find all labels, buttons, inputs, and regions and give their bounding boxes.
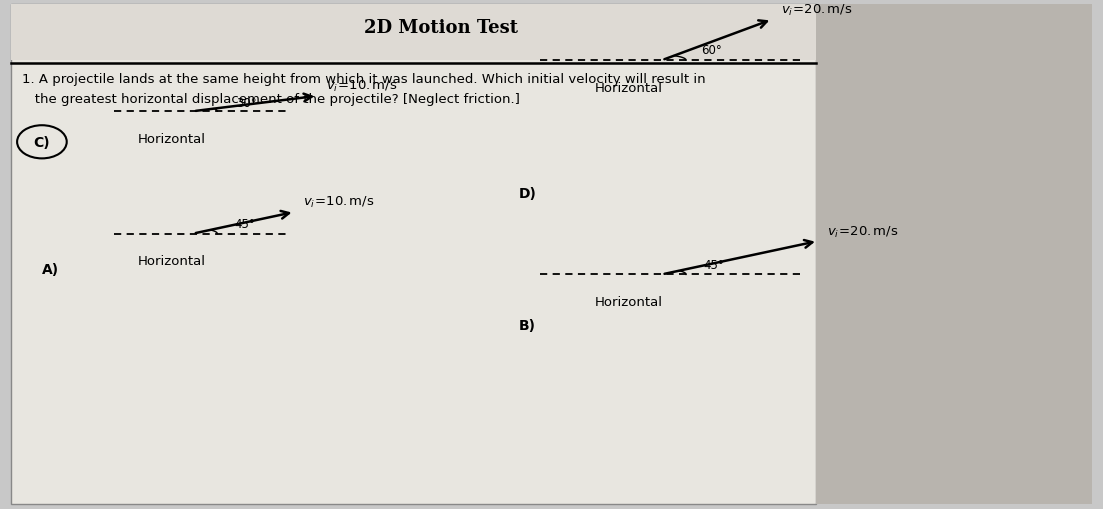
Text: Horizontal: Horizontal [138,254,205,267]
Text: A): A) [42,263,60,277]
Text: 60°: 60° [702,44,722,57]
FancyBboxPatch shape [11,5,816,504]
Text: $v_i\!=\!$10.$\,$m/s: $v_i\!=\!$10.$\,$m/s [303,195,375,210]
Text: D): D) [518,186,536,201]
Text: $v_i\!=\!$20.$\,$m/s: $v_i\!=\!$20.$\,$m/s [781,3,853,18]
Text: 1. A projectile lands at the same height from which it was launched. Which initi: 1. A projectile lands at the same height… [22,72,706,86]
Text: 45°: 45° [235,218,255,231]
Text: C): C) [33,135,51,150]
FancyBboxPatch shape [816,5,1092,504]
Text: B): B) [518,319,535,333]
FancyBboxPatch shape [11,5,816,61]
Text: $v_i\!=\!$20.$\,$m/s: $v_i\!=\!$20.$\,$m/s [826,224,898,239]
Text: 30°: 30° [236,97,257,110]
Text: Horizontal: Horizontal [595,295,663,308]
Text: Horizontal: Horizontal [595,81,663,94]
Text: 2D Motion Test: 2D Motion Test [364,19,518,37]
Text: $v_i\!=\!$10.$\,$m/s: $v_i\!=\!$10.$\,$m/s [326,79,397,94]
Text: 45°: 45° [704,259,724,272]
Text: the greatest horizontal displacement of the projectile? [Neglect friction.]: the greatest horizontal displacement of … [22,93,520,106]
Text: Horizontal: Horizontal [138,132,205,145]
